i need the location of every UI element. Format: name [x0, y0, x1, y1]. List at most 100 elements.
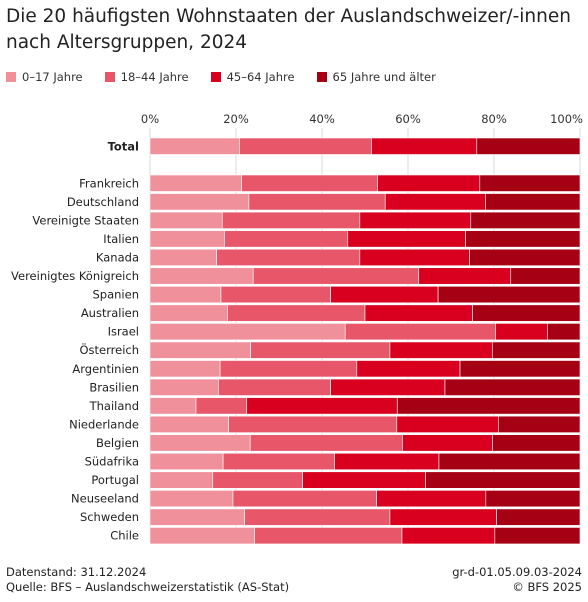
legend-swatch-45-64 [210, 72, 221, 82]
x-tick-label: 80% [481, 112, 507, 126]
bar-segment [239, 137, 372, 155]
bar-segment [149, 267, 254, 285]
bar-segment [495, 323, 548, 341]
bar-segment [149, 360, 221, 378]
bar-segment [149, 304, 228, 322]
bar-segment [476, 137, 581, 155]
legend-swatch-65-plus [316, 72, 327, 82]
bar-segment [396, 397, 581, 415]
bar-segment [149, 527, 255, 545]
category-label: Portugal [91, 473, 139, 487]
bar-segment [220, 285, 331, 304]
legend-swatch-18-44 [104, 72, 115, 82]
bar-segment [218, 378, 331, 396]
category-label: Italien [103, 232, 139, 246]
category-label: Vereinigtes Königreich [11, 269, 139, 283]
bar-segment [249, 434, 403, 452]
category-label: Chile [110, 529, 139, 543]
bar-segment [497, 415, 581, 433]
bar-segment [359, 211, 472, 229]
bar-segment [510, 267, 581, 285]
category-label: Australien [81, 306, 139, 320]
category-label: Frankreich [79, 176, 139, 190]
legend-item-0-17: 0–17 Jahre [6, 70, 83, 84]
bar-segment [212, 471, 303, 489]
category-label: Neuseeland [71, 492, 139, 506]
bar-segment [347, 230, 466, 248]
bar-segment [254, 527, 403, 545]
footer-right: gr-d-01.05.09.03-2024 © BFS 2025 [452, 565, 582, 595]
bar-segment [437, 285, 581, 304]
category-label: Brasilien [89, 380, 139, 394]
bar-segment [330, 378, 446, 396]
footer-quelle: Quelle: BFS – Auslandschweizerstatistik … [6, 580, 290, 594]
bar-segment [149, 285, 222, 304]
bar-segment [149, 248, 217, 266]
bar-segment [149, 341, 251, 359]
bar-segment [149, 211, 223, 229]
legend-label-45-64: 45–64 Jahre [226, 70, 295, 84]
bar-segment [216, 248, 361, 266]
legend: 0–17 Jahre 18–44 Jahre 45–64 Jahre 65 Ja… [6, 70, 458, 84]
bar-segment [222, 452, 335, 471]
footer-left: Datenstand: 31.12.2024 Quelle: BFS – Aus… [6, 565, 289, 595]
legend-item-45-64: 45–64 Jahre [210, 70, 295, 84]
bar-segment [219, 360, 358, 378]
bar-segment [330, 285, 439, 304]
bar-segment [371, 137, 478, 155]
category-label: Schweden [80, 510, 139, 524]
bar-segment [356, 360, 461, 378]
bar-segment [492, 434, 581, 452]
footer-code: gr-d-01.05.09.03-2024 [452, 565, 582, 579]
bar-segment [359, 248, 470, 266]
bar-segment [376, 490, 487, 508]
bar-segment [232, 490, 377, 508]
bar-segment [377, 174, 481, 192]
bar-segment [149, 193, 250, 211]
bar-segment [472, 304, 581, 322]
bar-segment [250, 341, 391, 359]
bar-segment [459, 360, 581, 378]
x-tick-label: 60% [395, 112, 421, 126]
bar-segment [227, 304, 366, 322]
bar-segment [470, 211, 581, 229]
bar-segment [418, 267, 512, 285]
bar-segment [364, 304, 473, 322]
bar-segment [149, 434, 251, 452]
x-tick-label: 40% [309, 112, 335, 126]
bar-segment [469, 248, 581, 266]
bar-segment [149, 230, 225, 248]
bar-segment [485, 490, 581, 508]
bar-segment [244, 508, 391, 526]
bar-segment [396, 415, 499, 433]
footer-copyright: © BFS 2025 [512, 580, 582, 594]
bar-segment [547, 323, 581, 341]
bar-segment [401, 527, 496, 545]
legend-item-18-44: 18–44 Jahre [104, 70, 189, 84]
bar-segment [149, 508, 245, 526]
category-label: Kanada [96, 250, 139, 264]
x-tick-label: 100% [550, 112, 583, 126]
legend-swatch-0-17 [6, 72, 16, 82]
category-label: Vereinigte Staaten [32, 213, 139, 227]
footer-datenstand: Datenstand: 31.12.2024 [6, 565, 147, 579]
bar-segment [149, 137, 240, 155]
bar-segment [246, 397, 398, 415]
bar-segment [344, 323, 497, 341]
bar-segment [384, 193, 486, 211]
category-label: Deutschland [67, 195, 139, 209]
x-tick-label: 0% [141, 112, 159, 126]
category-label: Israel [108, 325, 139, 339]
bar-segment [496, 508, 581, 526]
stacked-bar-chart: 0% 20% 40% 60% 80% 100% Total Frankreich Deutsch… [11, 112, 583, 545]
bar-segment [149, 471, 214, 489]
bar-segment [228, 415, 398, 433]
legend-label-18-44: 18–44 Jahre [120, 70, 189, 84]
bar-segment [224, 230, 349, 248]
bar-segment [149, 415, 229, 433]
category-label: Südafrika [85, 455, 139, 469]
bar-segment [149, 378, 219, 396]
bar-segment [252, 267, 420, 285]
bar-segment [389, 508, 497, 526]
bar-segment [302, 471, 426, 489]
